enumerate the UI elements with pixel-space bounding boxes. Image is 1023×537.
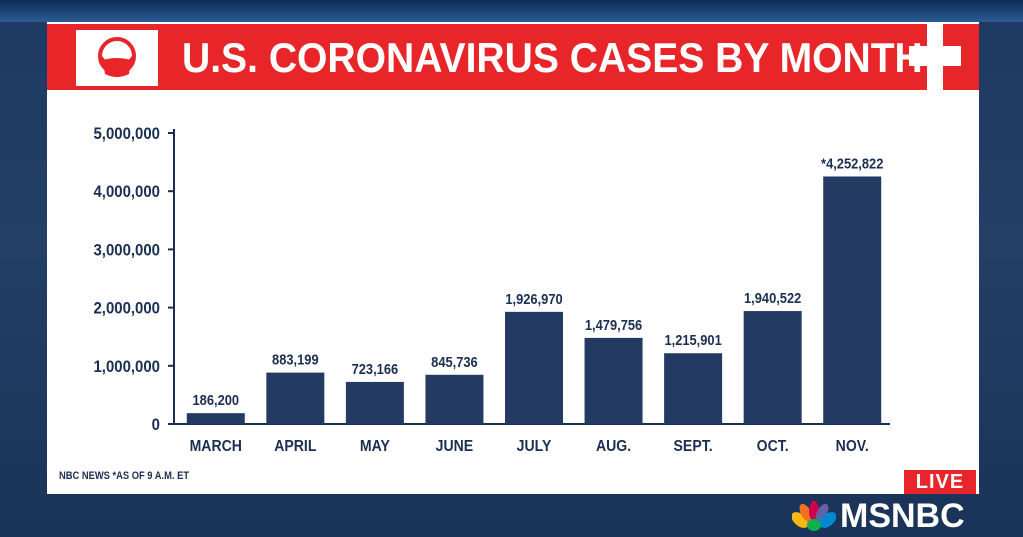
- y-tick-label: 1,000,000: [93, 358, 160, 376]
- y-tick-label: 0: [152, 416, 160, 434]
- bar-march: [186, 413, 245, 424]
- bar-june: [425, 374, 484, 424]
- network-logo: MSNBC: [792, 496, 965, 535]
- bar-nov: [823, 176, 882, 424]
- x-tick-label: MARCH: [190, 437, 242, 455]
- data-label: *4,252,822: [821, 155, 884, 172]
- chart-title: U.S. CORONAVIRUS CASES BY MONTH: [182, 34, 923, 81]
- x-tick-label: OCT.: [757, 437, 789, 455]
- data-label: 723,166: [352, 360, 399, 377]
- bar-april: [266, 372, 325, 424]
- y-tick-label: 3,000,000: [93, 242, 160, 260]
- x-tick-label: NOV.: [836, 437, 869, 455]
- peacock-logo-icon: [792, 501, 836, 531]
- data-label: 1,926,970: [505, 290, 563, 307]
- chart-card: U.S. CORONAVIRUS CASES BY MONTH 0 1,000,0…: [47, 22, 979, 494]
- x-tick-label: JUNE: [436, 437, 474, 455]
- y-tick-label: 2,000,000: [93, 300, 160, 318]
- live-badge: LIVE: [904, 470, 976, 494]
- bar-july: [505, 311, 563, 424]
- data-label: 186,200: [192, 391, 239, 408]
- top-band: [0, 0, 1023, 22]
- data-label: 1,479,756: [585, 316, 643, 333]
- x-tick-label: AUG.: [596, 437, 631, 455]
- bar-aug: [584, 337, 643, 424]
- y-tick-label: 4,000,000: [93, 183, 160, 201]
- bar-oct: [743, 311, 802, 424]
- network-name: MSNBC: [840, 496, 965, 535]
- x-tick-label: APRIL: [274, 437, 316, 455]
- source-footnote: NBC NEWS *AS OF 9 A.M. ET: [59, 470, 190, 482]
- x-tick-label: SEPT.: [674, 437, 713, 455]
- face-mask-icon: [76, 30, 158, 86]
- bar-may: [345, 381, 404, 424]
- x-tick-label: JULY: [517, 437, 552, 455]
- y-tick-label: 5,000,000: [93, 125, 160, 143]
- data-label: 1,215,901: [664, 331, 722, 348]
- data-label: 845,736: [431, 353, 478, 370]
- data-label: 1,940,522: [744, 289, 802, 306]
- data-label: 883,199: [272, 351, 319, 368]
- x-tick-label: MAY: [360, 437, 390, 455]
- bar-sept: [664, 353, 723, 424]
- title-bar: U.S. CORONAVIRUS CASES BY MONTH: [47, 24, 979, 90]
- bar-chart: 0 1,000,000 2,000,000 3,000,000 4,000,000 5,0…: [93, 125, 890, 455]
